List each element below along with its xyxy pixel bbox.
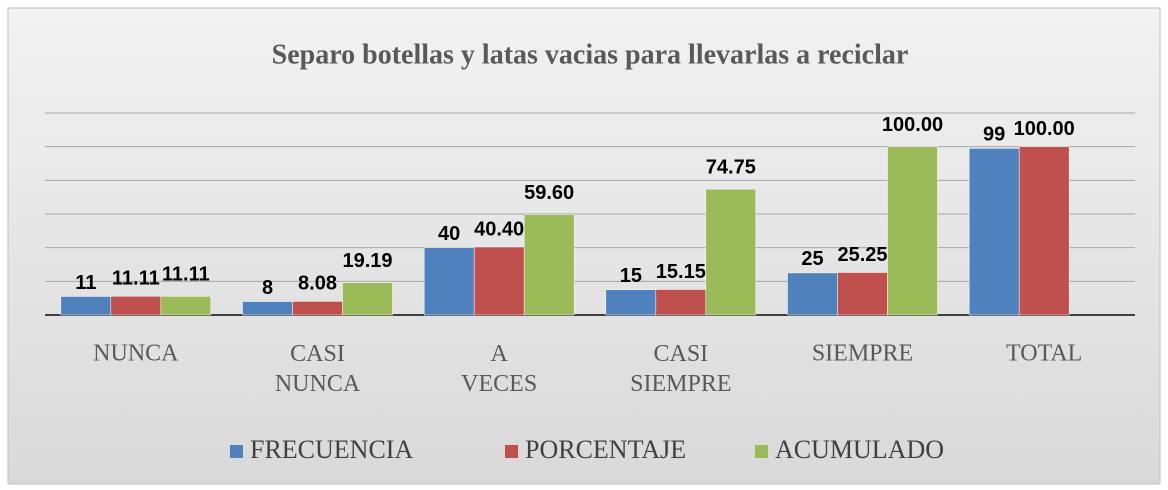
- bar: [887, 146, 938, 316]
- bar: [787, 272, 838, 316]
- bar: [968, 148, 1020, 316]
- legend-label: PORCENTAJE: [525, 435, 686, 464]
- bar: [473, 246, 525, 316]
- data-label: 11: [75, 272, 96, 294]
- data-label: 19.19: [342, 250, 392, 272]
- data-label: 11.11: [112, 268, 160, 290]
- data-label: 25.25: [837, 244, 887, 266]
- legend-swatch: [230, 445, 243, 458]
- bar: [605, 289, 657, 316]
- x-tick-label: TOTAL: [1006, 341, 1082, 367]
- x-tick-label: A VECES: [461, 341, 537, 397]
- data-label: 40.40: [474, 218, 524, 240]
- chart-title: Separo botellas y latas vacias para llev…: [272, 39, 909, 70]
- bar: [60, 296, 112, 316]
- x-tick-label: SIEMPRE: [812, 341, 913, 367]
- bar: [342, 282, 393, 316]
- bar: [160, 296, 212, 316]
- x-tick-label: NUNCA: [93, 341, 179, 367]
- chart-area: [7, 7, 1161, 485]
- data-label: 8: [262, 277, 273, 299]
- data-label: 11.11: [162, 264, 210, 286]
- data-label: 59.60: [524, 182, 574, 204]
- bar: [110, 296, 162, 316]
- bar: [292, 301, 343, 316]
- bar: [705, 188, 757, 316]
- x-tick-label: CASI SIEMPRE: [630, 341, 731, 397]
- bar: [423, 247, 475, 316]
- bar: [523, 214, 575, 316]
- x-tick-label: CASI NUNCA: [275, 341, 361, 397]
- legend-swatch: [755, 445, 768, 458]
- data-label: 15: [620, 265, 642, 287]
- data-label: 74.75: [706, 156, 756, 178]
- data-label: 100.00: [1014, 118, 1075, 140]
- data-label: 25: [801, 248, 823, 270]
- data-label: 99: [983, 124, 1005, 146]
- legend-label: ACUMULADO: [775, 435, 944, 464]
- data-label: 15.15: [656, 261, 706, 283]
- bar: [242, 301, 293, 316]
- bar: [837, 272, 888, 316]
- bar: [655, 289, 707, 316]
- data-label: 8.08: [298, 273, 337, 295]
- legend-swatch: [505, 445, 518, 458]
- data-label: 40: [438, 223, 460, 245]
- bar: [1018, 146, 1070, 316]
- data-label: 100.00: [882, 114, 943, 136]
- legend-label: FRECUENCIA: [250, 435, 413, 464]
